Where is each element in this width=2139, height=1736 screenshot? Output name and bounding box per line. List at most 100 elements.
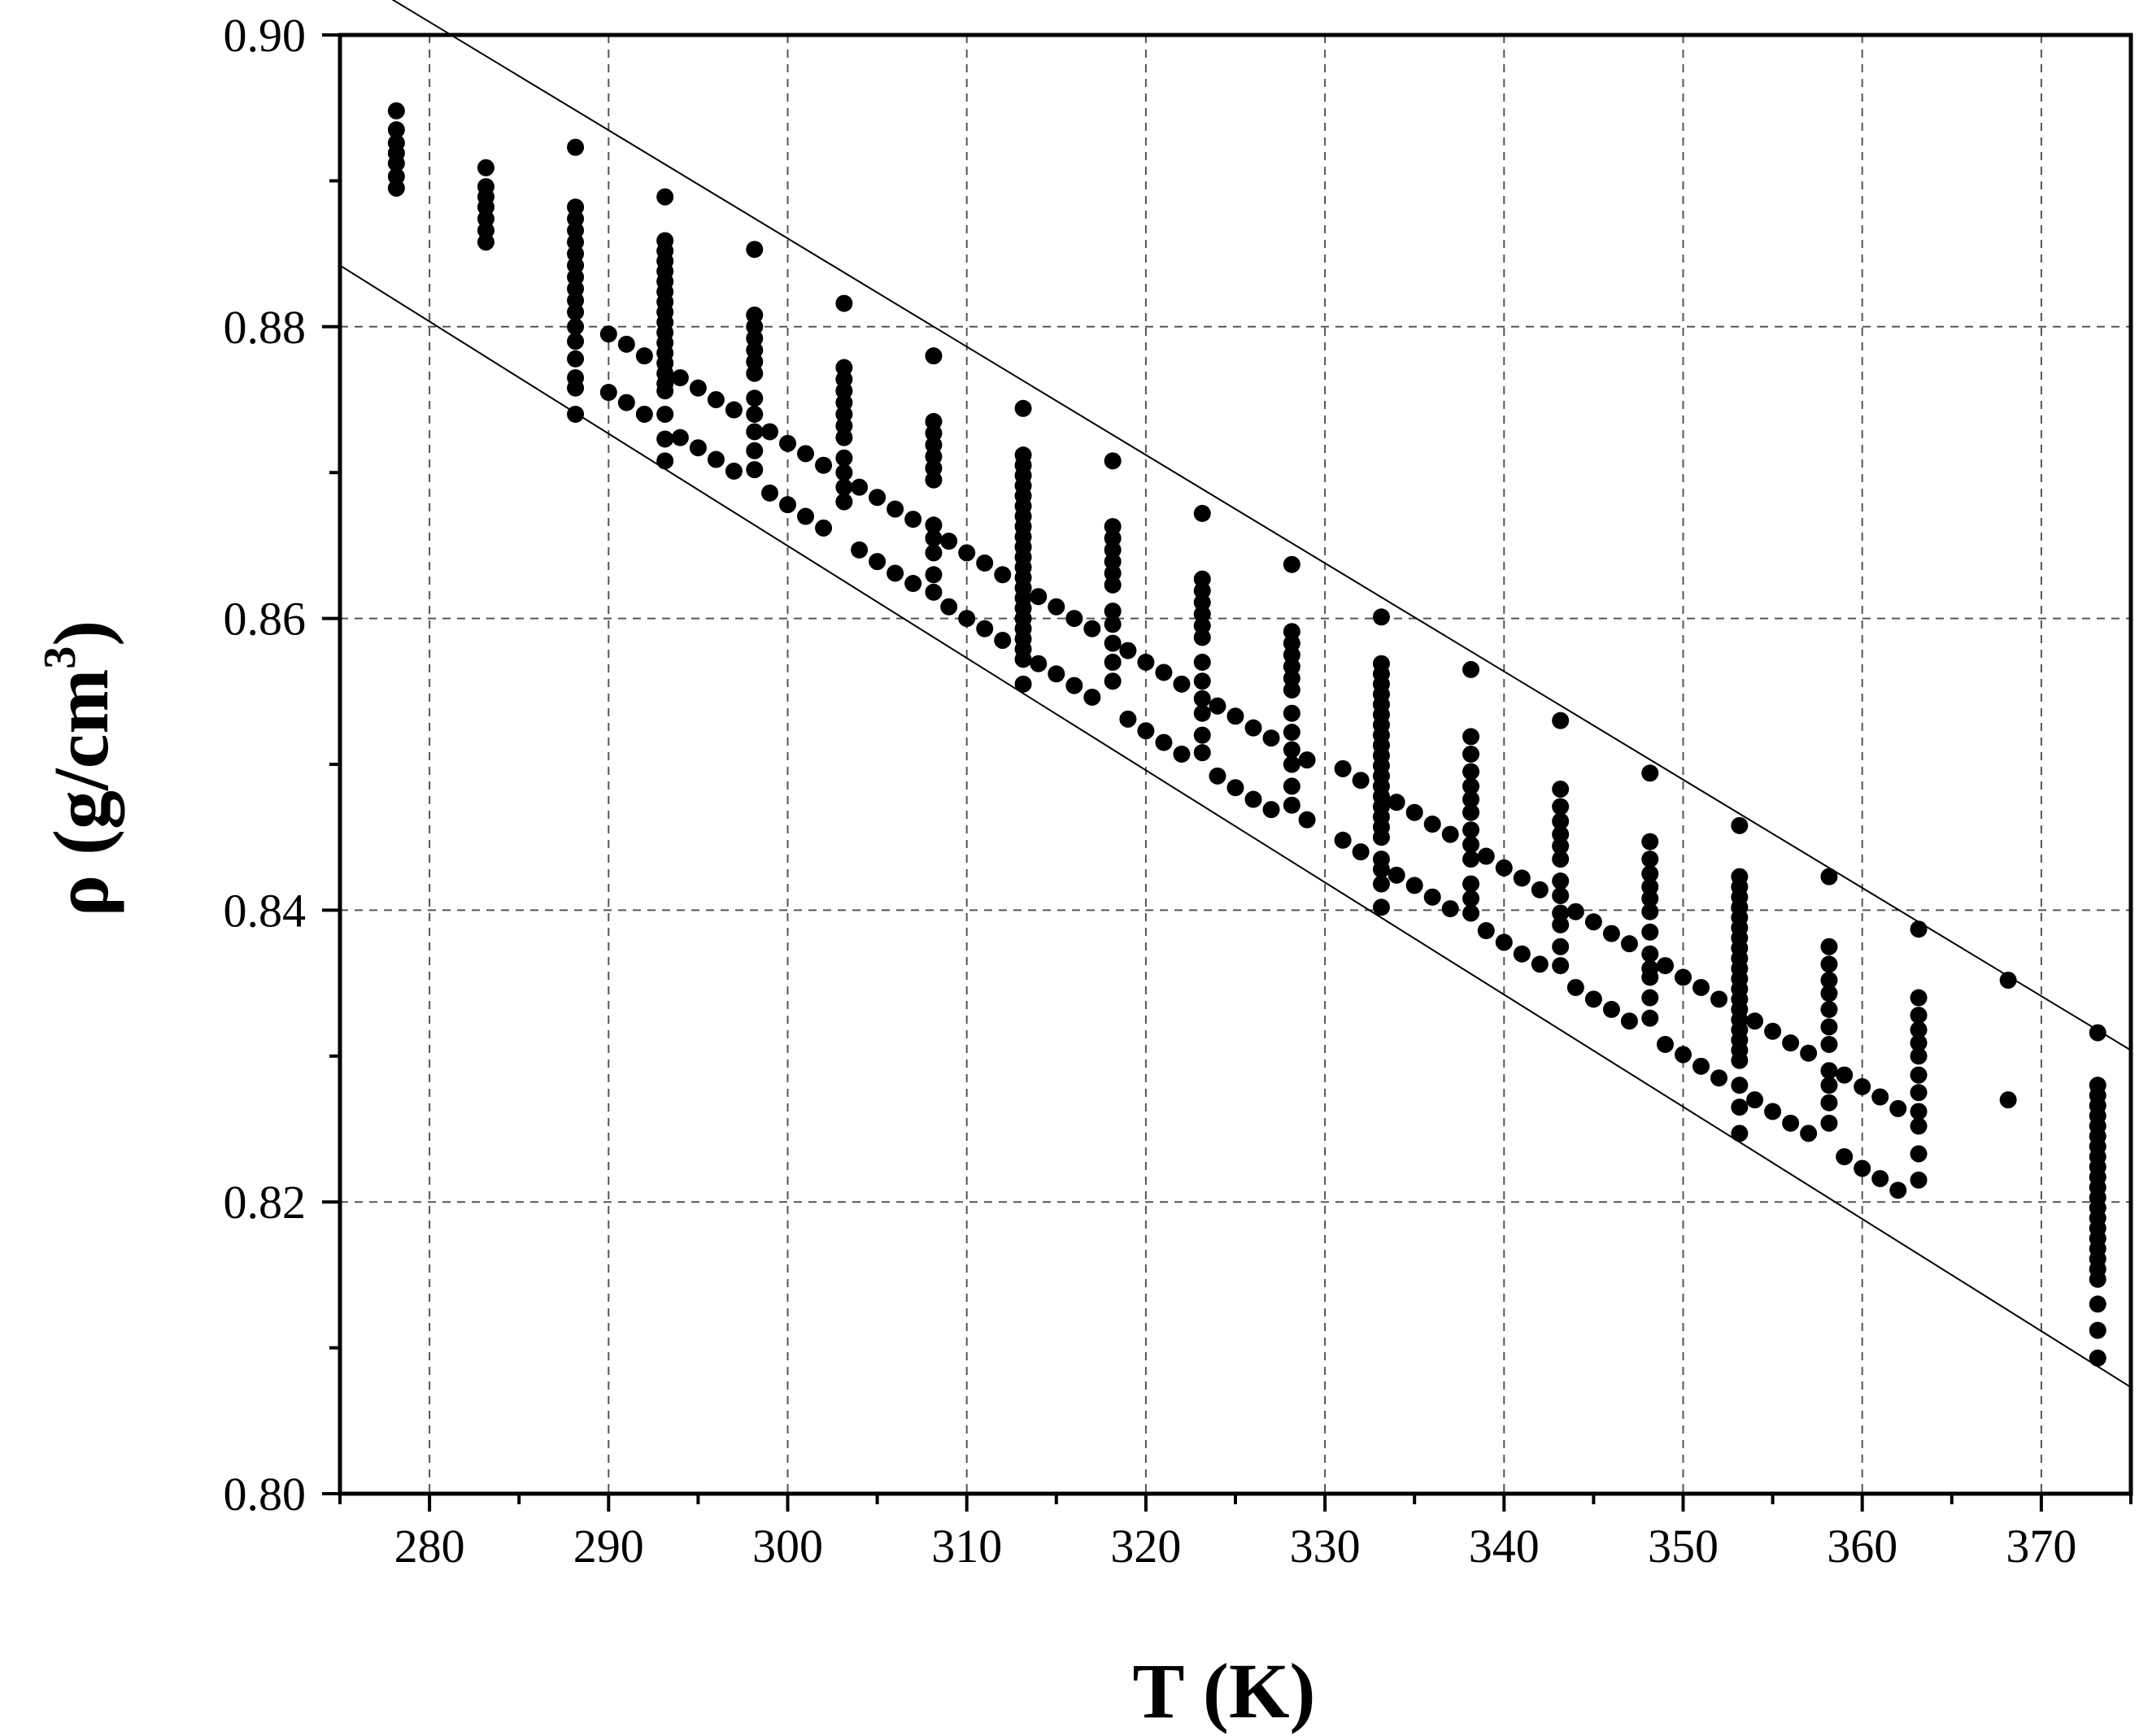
data-point — [1283, 704, 1300, 722]
data-point — [567, 405, 585, 423]
data-point — [1889, 1099, 1907, 1117]
data-point — [567, 268, 585, 286]
data-point — [387, 102, 405, 120]
y-tick-label: 0.84 — [224, 884, 307, 937]
y-axis-title-close: ) — [37, 620, 124, 646]
data-point — [1477, 847, 1495, 865]
data-point — [1209, 697, 1226, 715]
data-point — [1800, 1125, 1818, 1142]
data-point — [2089, 1024, 2106, 1042]
data-point — [1552, 938, 1570, 955]
data-point — [1566, 978, 1584, 996]
data-point — [994, 632, 1012, 650]
data-point — [1462, 790, 1480, 808]
data-point — [387, 154, 405, 172]
data-point — [1871, 1088, 1889, 1106]
data-point — [1820, 1018, 1838, 1036]
data-point — [707, 391, 725, 408]
data-point — [656, 188, 674, 206]
data-point — [835, 417, 853, 435]
data-point — [746, 461, 764, 479]
x-tick-label: 290 — [573, 1520, 644, 1573]
data-point — [1800, 1044, 1818, 1062]
grid-lines — [340, 35, 2131, 1494]
data-point — [477, 233, 494, 251]
data-point — [1513, 869, 1531, 887]
data-point — [1372, 875, 1390, 893]
data-point — [1910, 1084, 1928, 1102]
data-point — [477, 159, 494, 176]
y-tick-label: 0.82 — [224, 1176, 307, 1229]
x-tick-label: 350 — [1648, 1520, 1719, 1573]
data-point — [1731, 1077, 1749, 1094]
data-point — [1910, 920, 1928, 938]
data-point — [1372, 829, 1390, 846]
data-point — [1193, 726, 1211, 744]
data-point — [1441, 825, 1459, 843]
data-point — [1641, 851, 1659, 868]
data-point — [1820, 1062, 1838, 1080]
data-point — [1193, 504, 1211, 522]
data-point — [1193, 605, 1211, 623]
data-point — [746, 389, 764, 407]
data-point — [746, 329, 764, 347]
data-point — [1531, 955, 1549, 973]
data-point — [925, 516, 943, 534]
data-point — [1820, 1000, 1838, 1018]
data-point — [671, 369, 689, 387]
data-point — [746, 423, 764, 441]
data-point — [1854, 1077, 1871, 1095]
data-point — [1405, 803, 1423, 821]
data-point — [851, 541, 869, 559]
data-point — [815, 456, 833, 474]
data-point — [1104, 603, 1122, 620]
data-point — [1620, 1012, 1638, 1030]
data-point — [779, 496, 796, 514]
data-point — [1999, 972, 2017, 990]
data-point — [1193, 582, 1211, 600]
data-point — [1014, 650, 1032, 668]
data-point — [1372, 898, 1390, 916]
data-point — [1283, 741, 1300, 759]
data-point — [1083, 688, 1101, 706]
y-tick-label: 0.88 — [224, 301, 307, 354]
data-point — [746, 241, 764, 259]
data-point — [835, 429, 853, 446]
data-point — [1910, 1021, 1928, 1039]
data-point — [1675, 968, 1692, 986]
data-point — [1477, 922, 1495, 940]
data-point — [1083, 620, 1101, 637]
data-point — [1193, 672, 1211, 690]
data-point — [1552, 825, 1570, 843]
data-point — [1283, 724, 1300, 742]
data-point — [746, 353, 764, 371]
data-point — [1244, 790, 1262, 808]
data-point — [1372, 860, 1390, 878]
data-point — [925, 566, 943, 584]
x-tick-label: 330 — [1290, 1520, 1361, 1573]
data-point — [1746, 1012, 1764, 1030]
data-point — [387, 168, 405, 185]
data-point — [2089, 1321, 2106, 1339]
data-point — [835, 370, 853, 388]
data-point — [1552, 711, 1570, 729]
data-point — [1871, 1169, 1889, 1187]
data-point — [1119, 642, 1137, 659]
data-point — [1820, 1035, 1838, 1053]
data-point — [958, 610, 976, 628]
data-point — [1710, 1069, 1728, 1087]
x-tick-label: 280 — [394, 1520, 465, 1573]
x-tick-label: 360 — [1827, 1520, 1897, 1573]
data-point — [567, 233, 585, 251]
data-point — [671, 429, 689, 446]
data-point — [1462, 803, 1480, 821]
x-tick-label: 300 — [752, 1520, 823, 1573]
data-point — [925, 347, 943, 365]
data-point — [1552, 916, 1570, 933]
data-point — [1910, 989, 1928, 1007]
data-point — [656, 430, 674, 448]
data-point — [925, 459, 943, 477]
data-point — [1820, 938, 1838, 955]
data-point — [1405, 877, 1423, 894]
